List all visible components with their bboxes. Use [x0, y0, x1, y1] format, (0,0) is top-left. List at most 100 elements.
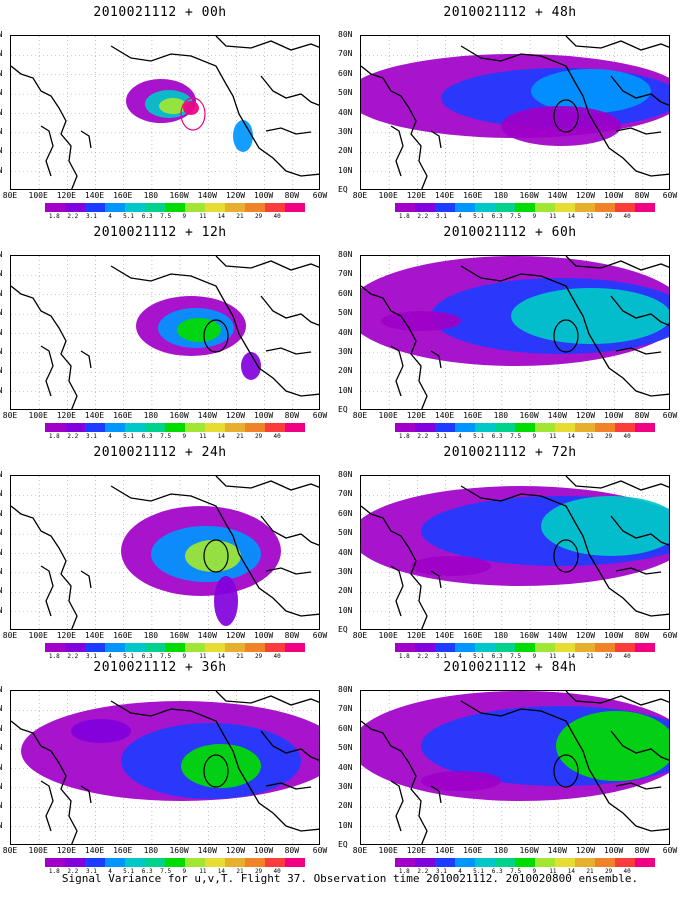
- latitude-label: EQ: [338, 840, 348, 849]
- map-panel: 2010021112 + 36h 80N 70N 60N 50N 40N 30N 20N 10N…: [0, 660, 327, 875]
- colorbar-level-label: 29: [254, 868, 263, 875]
- colorbar-swatch: [435, 203, 455, 212]
- variance-contour: [541, 496, 669, 556]
- coastline: [610, 295, 669, 326]
- latitude-label: 70N: [0, 269, 3, 279]
- colorbar-swatch: [535, 858, 555, 867]
- colorbar-level-label: 14: [217, 213, 226, 220]
- latitude-label: 10N: [0, 165, 3, 175]
- coastline: [460, 485, 669, 617]
- flight-track: [180, 97, 206, 131]
- longitude-label: 100E: [378, 411, 398, 420]
- latitude-label: 50N: [338, 308, 353, 318]
- colorbar-swatch: [165, 858, 185, 867]
- panel-title: 2010021112 + 72h: [443, 445, 577, 460]
- coastline: [361, 65, 428, 189]
- latitude-label: EQ: [338, 185, 348, 194]
- latitude-label: 50N: [338, 743, 353, 753]
- longitude-label: 160E: [113, 846, 133, 855]
- colorbar: [45, 203, 305, 212]
- latitude-label: 30N: [338, 781, 353, 791]
- longitude-label: 60W: [312, 191, 328, 200]
- colorbar-level-label: 9: [182, 433, 187, 440]
- coastline: [110, 700, 319, 832]
- colorbar-swatch: [285, 203, 305, 212]
- coastline: [11, 505, 78, 629]
- longitude-label: 120E: [56, 191, 76, 200]
- colorbar-swatch: [265, 643, 285, 652]
- latitude-label: 20N: [338, 801, 353, 811]
- longitude-label: 120E: [56, 631, 76, 640]
- colorbar-level-label: 1.8: [48, 213, 60, 220]
- coastline: [610, 75, 669, 106]
- colorbar-level-label: 1.8: [48, 433, 60, 440]
- longitude-label: 180: [143, 846, 159, 855]
- latitude-label: 80N: [338, 685, 353, 694]
- longitude-label: 80W: [634, 411, 650, 420]
- longitude-label: 160E: [463, 191, 483, 200]
- colorbar-swatch: [475, 423, 495, 432]
- map-frame: [360, 475, 670, 630]
- map-panel: 2010021112 + 60h 80N 70N 60N 50N 40N 30N 20N 10N…: [338, 225, 677, 440]
- colorbar-level-label: 14: [217, 433, 226, 440]
- colorbar-swatch: [575, 643, 595, 652]
- colorbar-swatch: [165, 203, 185, 212]
- latitude-label: 60N: [338, 288, 353, 298]
- longitude-label: 80E: [352, 191, 368, 200]
- latitude-label: 70N: [338, 269, 353, 279]
- colorbar-level-label: 21: [236, 868, 244, 875]
- latitude-label: 50N: [0, 743, 3, 753]
- longitude-label: 100W: [253, 846, 274, 855]
- colorbar-swatch: [615, 643, 635, 652]
- longitude-label: 120W: [225, 411, 246, 420]
- colorbar-swatch: [395, 643, 415, 652]
- colorbar-swatch: [205, 423, 225, 432]
- colorbar-level-label: 21: [586, 213, 594, 220]
- longitude-label: 120W: [575, 846, 596, 855]
- colorbar-labels: 1.8 2.2 3.1 4 5.1 6.3 7.5 9 11 14 21 29 40: [45, 433, 305, 441]
- latitude-label: EQ: [338, 625, 348, 634]
- variance-map: [361, 691, 669, 844]
- colorbar-level-label: 5.1: [473, 433, 484, 440]
- colorbar-swatch: [285, 643, 305, 652]
- colorbar-swatch: [45, 643, 65, 652]
- colorbar-swatch: [185, 423, 205, 432]
- map-frame: [360, 255, 670, 410]
- latitude-label: 40N: [0, 762, 3, 772]
- latitude-label: 80N: [338, 470, 353, 479]
- colorbar-swatch: [185, 858, 205, 867]
- colorbar-swatch: [225, 858, 245, 867]
- latitude-label: 20N: [338, 586, 353, 596]
- coastline: [110, 265, 319, 397]
- variance-contour: [183, 101, 199, 115]
- colorbar-level-label: 3.1: [436, 653, 447, 660]
- colorbar-swatch: [165, 643, 185, 652]
- colorbar-level-label: 4: [458, 213, 462, 220]
- colorbar-swatch: [205, 858, 225, 867]
- coastline: [565, 476, 669, 491]
- longitude-label: 120W: [225, 191, 246, 200]
- colorbar-level-label: 21: [236, 653, 244, 660]
- colorbar-level-label: 11: [549, 213, 557, 220]
- colorbar-level-label: 21: [586, 868, 594, 875]
- longitude-label: 100E: [378, 846, 398, 855]
- colorbar-labels: 1.8 2.2 3.1 4 5.1 6.3 7.5 9 11 14 21 29 40: [395, 213, 655, 221]
- colorbar-level-label: 5.1: [123, 653, 134, 660]
- colorbar-level-label: 2.2: [417, 433, 429, 440]
- colorbar-swatch: [145, 643, 165, 652]
- longitude-label: 100E: [28, 846, 48, 855]
- colorbar-level-label: 1.8: [48, 868, 60, 875]
- colorbar-swatch: [245, 423, 265, 432]
- colorbar-swatch: [575, 203, 595, 212]
- variance-contour: [411, 556, 491, 576]
- longitude-label: 80E: [352, 411, 368, 420]
- longitude-label: 80E: [352, 631, 368, 640]
- colorbar-swatch: [635, 423, 655, 432]
- colorbar-swatch: [595, 203, 615, 212]
- coastline: [460, 265, 669, 397]
- longitude-label: 100E: [28, 631, 48, 640]
- longitude-label: 180: [493, 631, 509, 640]
- colorbar-level-label: 4: [108, 868, 112, 875]
- latitude-label: 80N: [338, 30, 353, 39]
- longitude-label: 80E: [2, 631, 18, 640]
